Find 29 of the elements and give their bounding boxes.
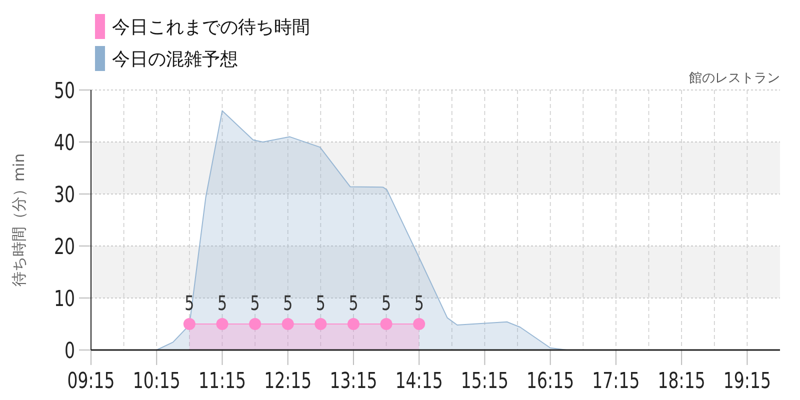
x-tick-label: 16:15 bbox=[526, 368, 574, 394]
data-label: 5 bbox=[283, 293, 293, 316]
y-tick-label: 20 bbox=[54, 234, 75, 260]
x-tick-label: 19:15 bbox=[723, 368, 771, 394]
x-tick-label: 09:15 bbox=[67, 368, 115, 394]
data-label: 5 bbox=[348, 293, 358, 316]
y-tick-label: 50 bbox=[54, 78, 75, 104]
x-tick-label: 18:15 bbox=[658, 368, 706, 394]
data-label: 5 bbox=[316, 293, 326, 316]
y-tick-label: 10 bbox=[54, 286, 75, 312]
x-tick-label: 17:15 bbox=[592, 368, 640, 394]
x-tick-label: 14:15 bbox=[395, 368, 443, 394]
x-tick-label: 12:15 bbox=[264, 368, 312, 394]
x-tick-label: 11:15 bbox=[198, 368, 246, 394]
data-label: 5 bbox=[414, 293, 424, 316]
data-label: 5 bbox=[382, 293, 392, 316]
data-label: 5 bbox=[250, 293, 260, 316]
x-tick-label: 13:15 bbox=[330, 368, 378, 394]
y-tick-label: 30 bbox=[54, 182, 75, 208]
y-tick-label: 40 bbox=[54, 130, 75, 156]
legend-label: 今日の混雑予想 bbox=[112, 49, 238, 70]
x-tick-label: 10:15 bbox=[132, 368, 180, 394]
data-label: 5 bbox=[217, 293, 228, 316]
chart-title: 館のレストラン bbox=[689, 71, 780, 86]
data-label: 5 bbox=[184, 293, 194, 316]
legend-label: 今日これまでの待ち時間 bbox=[112, 17, 310, 38]
y-tick-label: 0 bbox=[64, 338, 75, 364]
x-tick-label: 15:15 bbox=[460, 368, 508, 394]
y-axis-title: 待ち時間（分）min bbox=[10, 153, 28, 287]
